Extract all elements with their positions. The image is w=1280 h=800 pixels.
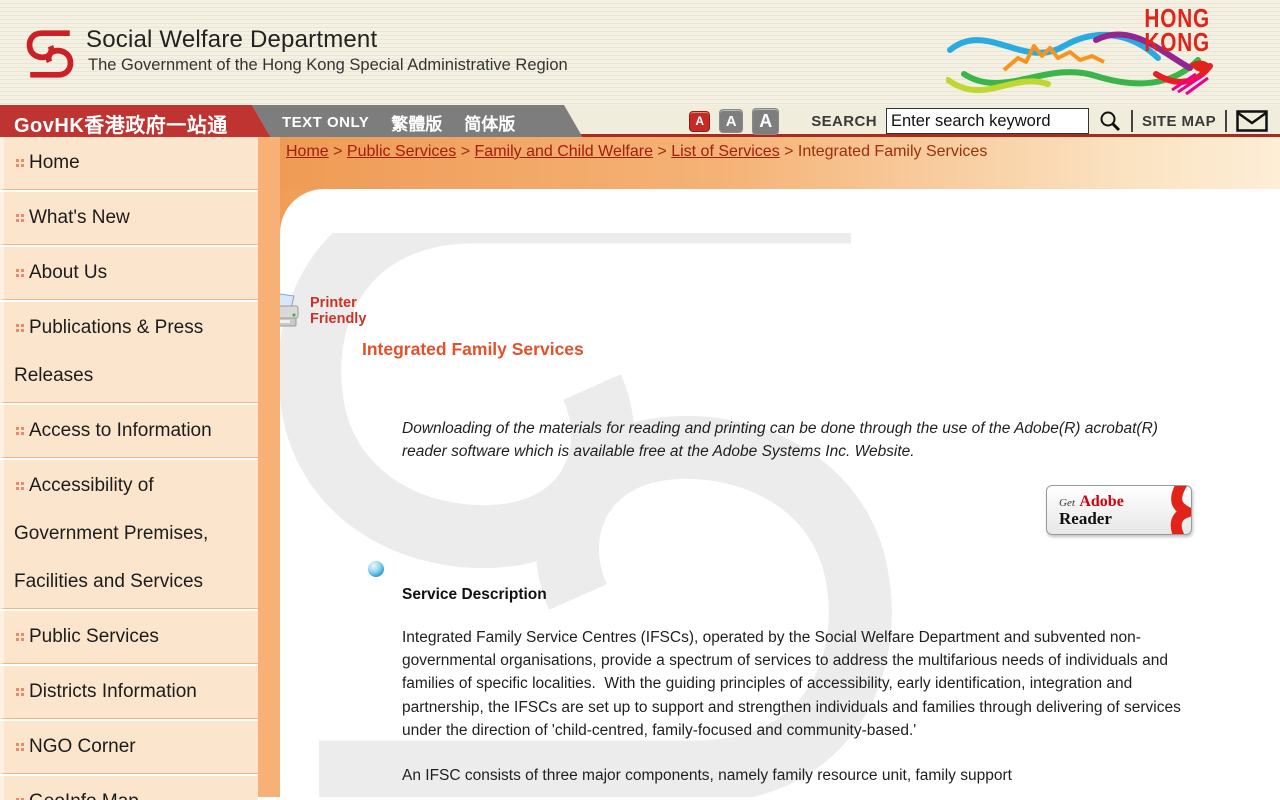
breadcrumb: Home > Public Services > Family and Chil… bbox=[280, 137, 1280, 189]
adobe-ribbon-icon bbox=[1170, 486, 1191, 534]
sidebar-menu: Home What's New About Us Publications & Pre… bbox=[0, 137, 258, 800]
adobe-button-get-label: Get bbox=[1059, 497, 1075, 509]
breadcrumb-current: Integrated Family Services bbox=[797, 143, 988, 160]
page-title: Integrated Family Services bbox=[362, 339, 584, 359]
menu-bullet-icon bbox=[16, 324, 19, 328]
contact-us-button[interactable] bbox=[1236, 110, 1268, 132]
department-subtitle: The Government of the Hong Kong Special … bbox=[88, 56, 568, 74]
breadcrumb-separator: > bbox=[328, 143, 347, 160]
service-description-paragraph: Integrated Family Service Centres (IFSCs… bbox=[402, 629, 1186, 739]
nav-divider bbox=[1225, 110, 1227, 132]
menu-bullet-icon bbox=[16, 427, 19, 431]
site-header: Social Welfare Department The Government… bbox=[0, 0, 1280, 105]
menu-bullet-icon bbox=[16, 798, 19, 800]
top-navbar: GovHK香港政府一站通 TEXT ONLY 繁體版 简体版 A A A SEA… bbox=[0, 105, 1280, 137]
brand-hongkong-dragon-ribbon-icon bbox=[946, 31, 1213, 96]
breadcrumb-separator: > bbox=[652, 143, 672, 160]
menu-bullet-icon bbox=[16, 633, 19, 637]
search-input[interactable] bbox=[885, 108, 1089, 134]
sidebar-item-ngo-corner[interactable]: NGO Corner bbox=[0, 721, 258, 774]
breadcrumb-separator: > bbox=[456, 143, 475, 160]
breadcrumb-separator: > bbox=[779, 143, 798, 160]
sidebar-item-label: Public Services bbox=[29, 626, 159, 647]
sidebar-item-whats-new[interactable]: What's New bbox=[0, 192, 258, 245]
breadcrumb-link[interactable]: Public Services bbox=[346, 143, 457, 160]
search-label: SEARCH bbox=[811, 112, 877, 130]
blue-sphere-bullet-icon bbox=[368, 561, 384, 577]
adobe-button-reader-label: Reader bbox=[1059, 509, 1112, 528]
menu-bullet-icon bbox=[16, 214, 19, 218]
sidebar-item-label: GeoInfo Map bbox=[29, 791, 139, 800]
printer-icon bbox=[280, 293, 299, 327]
ifsc-components-paragraph: An IFSC consists of three major componen… bbox=[402, 767, 1012, 785]
site-map-link[interactable]: SITE MAP bbox=[1141, 112, 1216, 130]
nav-divider bbox=[1130, 110, 1133, 132]
brand-hongkong-wordmark: HONG KONG bbox=[1144, 3, 1210, 57]
simplified-chinese-link[interactable]: 简体版 bbox=[464, 115, 516, 134]
sidebar-item-label: Districts Information bbox=[29, 681, 197, 702]
get-adobe-reader-button[interactable]: Get Adobe Reader bbox=[1046, 485, 1192, 535]
font-size-large-button[interactable]: A bbox=[752, 107, 780, 135]
sidebar-item-label: Home bbox=[29, 152, 80, 173]
rounded-corner bbox=[280, 189, 1280, 233]
section-heading: Service Description bbox=[402, 586, 547, 603]
sidebar: Home What's New About Us Publications & Pre… bbox=[0, 137, 258, 800]
sidebar-item-home[interactable]: Home bbox=[0, 137, 258, 190]
text-only-link[interactable]: TEXT ONLY bbox=[282, 114, 370, 131]
sidebar-item-publications-press-releases[interactable]: Publications & Press Releases bbox=[0, 302, 258, 403]
sidebar-item-about-us[interactable]: About Us bbox=[0, 247, 258, 300]
traditional-chinese-link[interactable]: 繁體版 bbox=[391, 115, 443, 134]
font-size-small-button[interactable]: A bbox=[689, 110, 711, 132]
sidebar-item-label: Access to Information bbox=[29, 420, 212, 441]
menu-bullet-icon bbox=[16, 482, 19, 486]
printer-friendly-label-line1: Printer bbox=[310, 295, 357, 311]
swd-logo-icon bbox=[26, 30, 74, 78]
sidebar-item-label: What's New bbox=[29, 207, 130, 228]
envelope-icon bbox=[1236, 110, 1268, 132]
content-area: Home > Public Services > Family and Chil… bbox=[280, 137, 1280, 797]
breadcrumb-link[interactable]: Home bbox=[286, 143, 329, 160]
adobe-note-text: Downloading of the materials for reading… bbox=[402, 420, 1163, 460]
magnifier-icon bbox=[1100, 111, 1121, 132]
sidebar-item-label: About Us bbox=[29, 262, 108, 283]
menu-bullet-icon bbox=[16, 159, 19, 163]
menu-bullet-icon bbox=[16, 743, 19, 747]
sidebar-item-geoinfo-map[interactable]: GeoInfo Map bbox=[0, 776, 258, 800]
sidebar-item-label: NGO Corner bbox=[29, 736, 136, 757]
printer-friendly-button[interactable]: Printer Friendly bbox=[280, 291, 1264, 331]
sidebar-item-accessibility-premises[interactable]: Accessibility of Government Premises, Fa… bbox=[0, 460, 258, 609]
menu-bullet-icon bbox=[16, 269, 19, 273]
department-name: Social Welfare Department bbox=[86, 26, 378, 53]
adobe-button-adobe-label: Adobe bbox=[1079, 493, 1124, 510]
sidebar-item-access-to-information[interactable]: Access to Information bbox=[0, 405, 258, 458]
breadcrumb-link[interactable]: List of Services bbox=[671, 143, 780, 160]
breadcrumb-link[interactable]: Family and Child Welfare bbox=[474, 143, 653, 160]
sidebar-item-public-services[interactable]: Public Services bbox=[0, 611, 258, 664]
menu-bullet-icon bbox=[16, 688, 19, 692]
sidebar-item-label: Accessibility of Government Premises, Fa… bbox=[14, 475, 209, 592]
govhk-link[interactable]: GovHK香港政府一站通 bbox=[14, 115, 228, 137]
sidebar-item-label: Publications & Press Releases bbox=[14, 317, 204, 386]
main-layout: Home What's New About Us Publications & Pre… bbox=[0, 137, 1280, 800]
sidebar-orange-strip bbox=[258, 137, 280, 797]
sidebar-item-districts-information[interactable]: Districts Information bbox=[0, 666, 258, 719]
search-submit-button[interactable] bbox=[1098, 109, 1122, 133]
printer-friendly-label-line2: Friendly bbox=[310, 311, 367, 327]
font-size-medium-button[interactable]: A bbox=[719, 109, 744, 133]
